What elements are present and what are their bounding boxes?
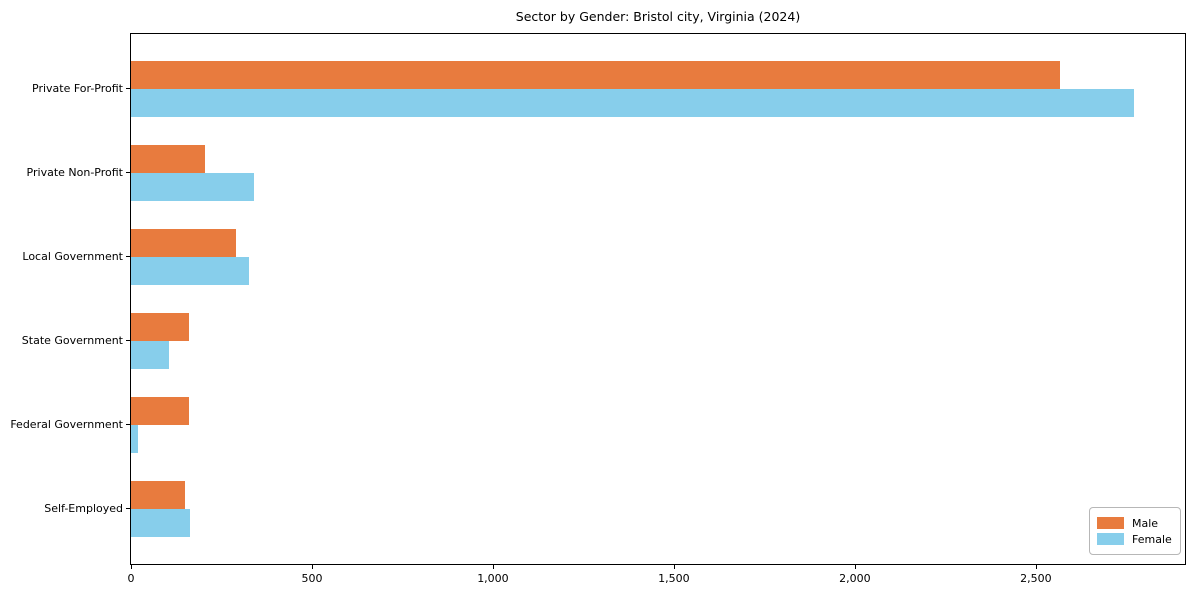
y-tick-label: Self-Employed bbox=[44, 502, 123, 515]
x-tick bbox=[311, 565, 313, 569]
x-tick bbox=[673, 565, 675, 569]
x-tick-label: 2,000 bbox=[839, 572, 871, 585]
x-tick-label: 0 bbox=[127, 572, 135, 585]
y-tick bbox=[126, 256, 130, 257]
x-tick bbox=[1035, 565, 1037, 569]
y-tick bbox=[126, 88, 130, 89]
y-tick bbox=[126, 508, 130, 509]
legend-item-female: Female bbox=[1097, 532, 1172, 546]
bar-male-4 bbox=[131, 397, 189, 425]
bar-male-3 bbox=[131, 313, 190, 341]
bar-male-5 bbox=[131, 481, 185, 509]
y-tick-label: Private For-Profit bbox=[32, 82, 123, 95]
bar-male-2 bbox=[131, 229, 236, 257]
legend: Male Female bbox=[1089, 507, 1181, 555]
x-tick-label: 2,500 bbox=[1020, 572, 1052, 585]
bar-female-2 bbox=[131, 257, 249, 285]
bar-female-1 bbox=[131, 173, 254, 201]
legend-label-male: Male bbox=[1132, 516, 1159, 530]
y-tick-label: Federal Government bbox=[10, 418, 123, 431]
bar-female-3 bbox=[131, 341, 170, 369]
legend-label-female: Female bbox=[1132, 532, 1172, 546]
chart-title: Sector by Gender: Bristol city, Virginia… bbox=[515, 9, 801, 24]
bar-female-4 bbox=[131, 425, 138, 453]
y-tick bbox=[126, 424, 130, 425]
y-tick-label: State Government bbox=[21, 334, 123, 347]
bar-male-1 bbox=[131, 145, 206, 173]
bar-male-0 bbox=[131, 61, 1061, 89]
y-tick-label: Local Government bbox=[22, 250, 123, 263]
x-tick-label: 1,000 bbox=[477, 572, 509, 585]
x-tick-label: 1,500 bbox=[658, 572, 690, 585]
plot-area bbox=[130, 33, 1186, 565]
y-tick bbox=[126, 340, 130, 341]
y-tick bbox=[126, 172, 130, 173]
legend-item-male: Male bbox=[1097, 516, 1172, 530]
y-tick-label: Private Non-Profit bbox=[26, 166, 123, 179]
male-series-swatch bbox=[1097, 517, 1124, 529]
x-tick bbox=[492, 565, 494, 569]
bar-female-5 bbox=[131, 509, 190, 537]
bar-female-0 bbox=[131, 89, 1135, 117]
female-series-swatch bbox=[1097, 533, 1124, 545]
x-tick-label: 500 bbox=[301, 572, 323, 585]
x-tick bbox=[131, 565, 132, 569]
x-tick bbox=[854, 565, 856, 569]
